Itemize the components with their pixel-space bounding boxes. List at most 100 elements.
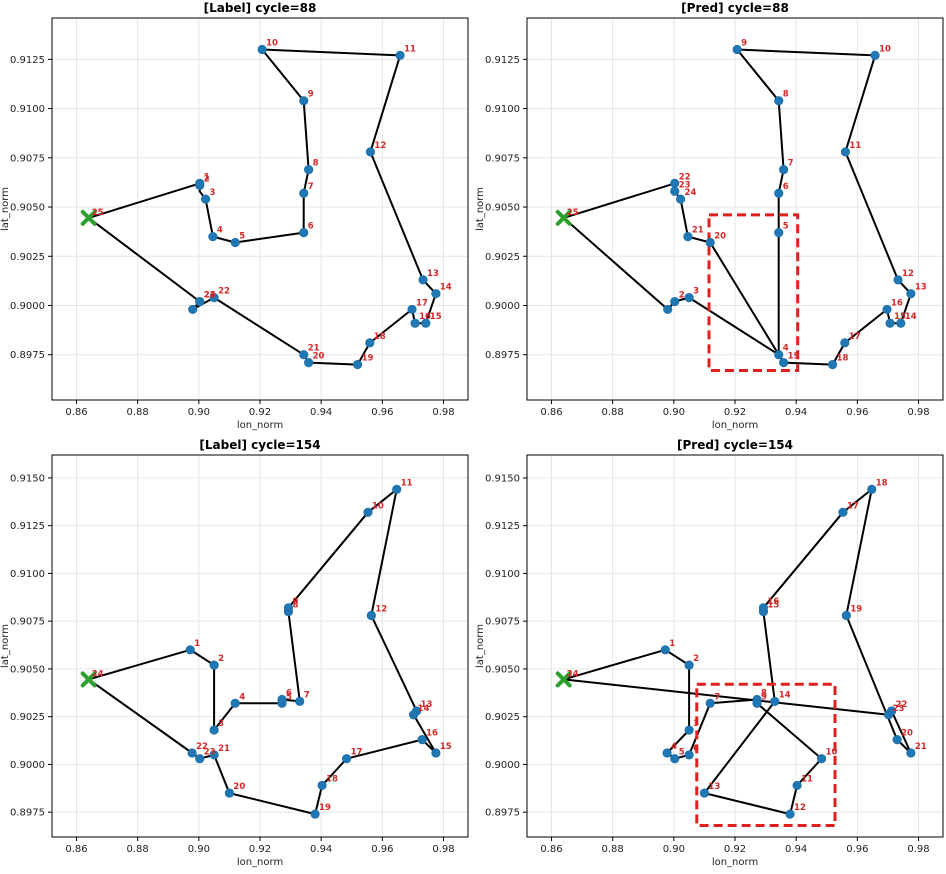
stop-label: 11 xyxy=(401,478,413,488)
stop-point xyxy=(185,645,195,655)
stop-label: 14 xyxy=(440,283,452,293)
stop-point xyxy=(684,725,694,735)
stop-label: 15 xyxy=(894,312,906,322)
stop-point xyxy=(195,754,205,764)
x-tick-label: 0.98 xyxy=(907,407,929,418)
stop-point xyxy=(299,228,309,238)
y-axis-label: lat_norm xyxy=(475,187,486,231)
y-axis-label: lat_norm xyxy=(0,187,11,231)
x-tick-label: 0.94 xyxy=(785,407,807,418)
stop-label: 1 xyxy=(204,172,210,182)
stop-point xyxy=(752,698,762,708)
x-tick-label: 0.96 xyxy=(846,407,868,418)
stop-label: 23 xyxy=(204,291,216,301)
stop-label: 7 xyxy=(714,692,720,702)
stop-label: 18 xyxy=(876,478,888,488)
depot-label: 25 xyxy=(567,208,579,218)
chart-title: [Label] cycle=88 xyxy=(204,1,317,15)
stop-point xyxy=(200,194,211,204)
plot-frame xyxy=(526,454,944,838)
stop-label: 7 xyxy=(304,690,310,700)
stop-point xyxy=(840,338,850,348)
y-tick-label: 0.9050 xyxy=(485,203,520,214)
y-tick-label: 0.9050 xyxy=(10,664,45,675)
stop-label: 6 xyxy=(286,688,292,698)
stop-point xyxy=(816,754,827,764)
stop-label: 5 xyxy=(286,692,292,702)
stop-label: 22 xyxy=(196,742,208,752)
y-tick-label: 0.9050 xyxy=(485,664,520,675)
stop-label: 24 xyxy=(204,291,216,301)
stop-label: 12 xyxy=(794,803,806,813)
stop-point xyxy=(407,304,417,315)
stop-point xyxy=(195,178,205,189)
x-tick-label: 0.94 xyxy=(310,844,332,855)
x-tick-label: 0.94 xyxy=(785,844,807,855)
stop-label: 7 xyxy=(788,159,794,169)
y-tick-label: 0.8975 xyxy=(485,350,520,361)
depot-marker xyxy=(555,209,572,226)
y-tick-label: 0.9000 xyxy=(10,760,45,771)
stop-point xyxy=(295,696,305,706)
chart-title: [Pred] cycle=154 xyxy=(677,438,793,452)
x-tick-label: 0.90 xyxy=(663,844,685,855)
chart-panel-1: 0.86 0.88 0.90 0.92 0.94 0.96 0.98 0.8975 0.9000… xyxy=(0,1,469,431)
stop-label: 9 xyxy=(308,90,314,100)
stop-label: 16 xyxy=(891,298,903,308)
stop-point xyxy=(774,188,784,198)
depot-icon xyxy=(555,209,572,226)
y-tick-label: 0.8975 xyxy=(10,350,45,361)
stop-label: 14 xyxy=(418,704,430,714)
depot-marker xyxy=(555,671,572,688)
stop-label: 3 xyxy=(693,719,699,729)
stop-label: 11 xyxy=(849,141,861,151)
stop-label: 4 xyxy=(217,226,223,236)
stop-point xyxy=(670,178,680,189)
stop-label: 13 xyxy=(915,283,927,293)
stop-label: 1 xyxy=(669,639,675,649)
y-tick-label: 0.9075 xyxy=(485,153,520,164)
stop-label: 16 xyxy=(419,312,431,322)
x-tick-label: 0.92 xyxy=(724,844,746,855)
stop-point xyxy=(277,694,287,705)
y-tick-label: 0.9125 xyxy=(485,55,520,66)
stop-point xyxy=(663,304,673,315)
stop-label: 3 xyxy=(210,188,216,198)
x-tick-label: 0.86 xyxy=(65,844,87,855)
y-tick-label: 0.9125 xyxy=(485,521,520,532)
stop-point xyxy=(363,507,373,517)
stop-point xyxy=(684,660,694,670)
stop-label: 10 xyxy=(826,748,838,758)
stop-point xyxy=(209,293,219,303)
stop-label: 12 xyxy=(375,604,387,614)
stop-label: 2 xyxy=(204,174,210,184)
stop-label: 8 xyxy=(783,90,789,100)
stop-point xyxy=(209,725,219,735)
stop-point xyxy=(431,289,441,299)
stop-label: 23 xyxy=(679,180,691,190)
stop-point xyxy=(867,484,877,494)
stop-point xyxy=(224,788,235,798)
depot-icon xyxy=(80,209,97,226)
stop-point xyxy=(774,96,784,106)
stop-point xyxy=(410,318,420,328)
stop-label: 17 xyxy=(847,501,859,511)
stop-point xyxy=(774,228,784,238)
x-tick-label: 0.96 xyxy=(846,844,868,855)
stop-point xyxy=(670,754,680,764)
y-tick-label: 0.9025 xyxy=(485,712,520,723)
stop-label: 5 xyxy=(239,231,245,241)
stop-label: 21 xyxy=(915,742,927,752)
plot-frame xyxy=(526,17,944,401)
x-tick-label: 0.92 xyxy=(249,844,271,855)
stop-label: 20 xyxy=(714,231,726,241)
chart-title: [Pred] cycle=88 xyxy=(681,1,789,15)
stop-label: 15 xyxy=(440,742,452,752)
stop-point xyxy=(882,304,892,315)
y-tick-label: 0.8975 xyxy=(485,808,520,819)
y-tick-label: 0.9025 xyxy=(10,712,45,723)
stop-point xyxy=(421,318,431,328)
stop-label: 4 xyxy=(239,692,245,702)
y-tick-label: 0.9075 xyxy=(485,617,520,628)
